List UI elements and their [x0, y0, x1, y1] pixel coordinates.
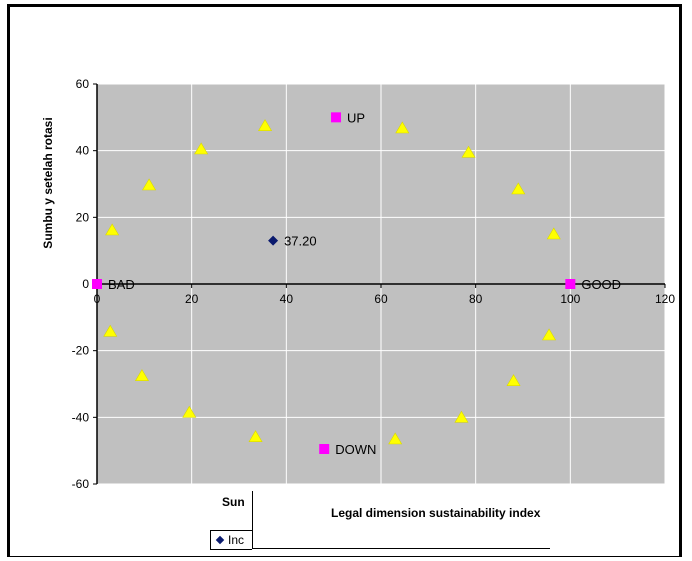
reference-point [331, 112, 341, 122]
x-tick-label: 120 [655, 292, 675, 306]
y-axis-label: Sumbu y setelah rotasi [41, 117, 55, 248]
point-label: GOOD [581, 277, 621, 292]
reference-point [565, 279, 575, 289]
legend-label: Inc [228, 533, 244, 547]
legend-diamond-icon [216, 536, 224, 544]
x-tick-label: 40 [280, 292, 294, 306]
x-tick-label: 100 [560, 292, 580, 306]
y-tick-label: -20 [72, 344, 90, 358]
x-tick-label: 0 [94, 292, 101, 306]
point-label: DOWN [335, 442, 376, 457]
x-axis-title-box: Legal dimension sustainability index [252, 491, 550, 549]
legend: Inc [210, 530, 252, 550]
reference-point [319, 444, 329, 454]
y-tick-label: -40 [72, 410, 90, 424]
x-tick-label: 20 [185, 292, 199, 306]
y-tick-label: -60 [72, 477, 90, 491]
point-label: UP [347, 110, 365, 125]
point-label: BAD [108, 277, 135, 292]
y-tick-label: 60 [76, 77, 90, 91]
x-axis-title: Legal dimension sustainability index [331, 506, 540, 520]
x-tick-label: 60 [374, 292, 388, 306]
y-tick-label: 40 [76, 144, 90, 158]
point-label: 37.20 [284, 234, 317, 249]
x-tick-label: 80 [469, 292, 483, 306]
x-axis-label-partial: Sun [222, 495, 252, 509]
y-tick-label: 0 [82, 277, 89, 291]
reference-point [92, 279, 102, 289]
y-tick-label: 20 [76, 210, 90, 224]
